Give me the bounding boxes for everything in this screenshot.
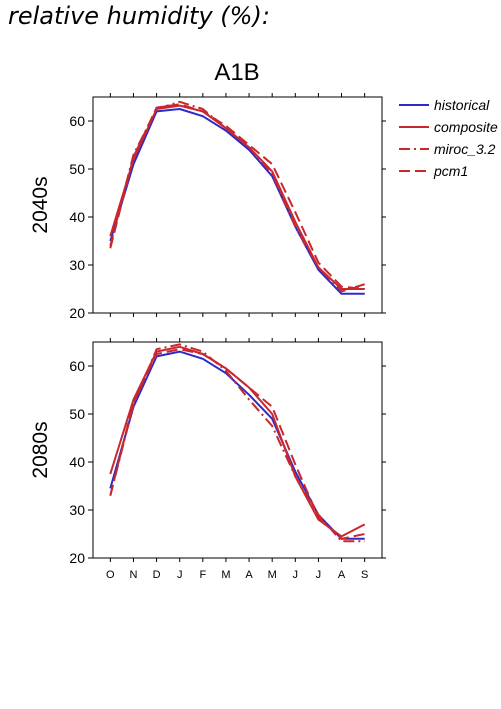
- panel-frame: [92, 96, 383, 314]
- y-tick-label: 30: [69, 502, 85, 518]
- series-historical: [109, 350, 365, 540]
- y-tick-label: 60: [69, 358, 85, 374]
- series-composite: [109, 104, 365, 290]
- series-historical: [109, 108, 365, 295]
- x-tick-label: J: [316, 569, 322, 581]
- x-tick-label: M: [221, 569, 230, 581]
- x-tick-label: A: [338, 569, 346, 581]
- legend-label-miroc_3.2: miroc_3.2: [434, 141, 496, 157]
- y-tick-label: 20: [69, 550, 85, 566]
- panel-2040s: 20 30 40 50 60 2040s: [29, 93, 386, 321]
- series-pcm1: [109, 348, 365, 540]
- y-tick-label: 30: [69, 257, 85, 273]
- chart-title: A1B: [214, 59, 259, 86]
- y-tick-label: 20: [69, 305, 85, 321]
- legend-label-pcm1: pcm1: [433, 163, 468, 179]
- panel-label: 2040s: [29, 176, 52, 233]
- x-tick-label: A: [245, 569, 253, 581]
- chart-panels: 20 30 40 50 60 2040s 20 30 40 50 60 O N D J F M A M J J A S 208…: [29, 93, 386, 581]
- panel-label: 2080s: [29, 421, 52, 478]
- x-tick-label: M: [268, 569, 277, 581]
- chart-legend: historical composite miroc_3.2 pcm1: [399, 97, 498, 179]
- panel-frame: [92, 341, 383, 559]
- series-miroc_3.2: [109, 343, 365, 543]
- legend-label-composite: composite: [434, 119, 498, 135]
- x-tick-label: F: [199, 569, 206, 581]
- x-tick-label: N: [129, 569, 137, 581]
- x-tick-label: D: [153, 569, 161, 581]
- legend-label-historical: historical: [434, 97, 490, 113]
- y-tick-label: 40: [69, 454, 85, 470]
- y-tick-label: 60: [69, 113, 85, 129]
- y-tick-label: 50: [69, 161, 85, 177]
- x-tick-label: J: [177, 569, 183, 581]
- page-heading: relative humidity (%):: [8, 2, 270, 30]
- x-tick-label: J: [293, 569, 299, 581]
- y-tick-label: 50: [69, 406, 85, 422]
- panel-2080s: 20 30 40 50 60 O N D J F M A M J J A S 2080s: [29, 338, 386, 581]
- x-tick-label: O: [106, 569, 115, 581]
- x-tick-label: S: [361, 569, 368, 581]
- y-tick-label: 40: [69, 209, 85, 225]
